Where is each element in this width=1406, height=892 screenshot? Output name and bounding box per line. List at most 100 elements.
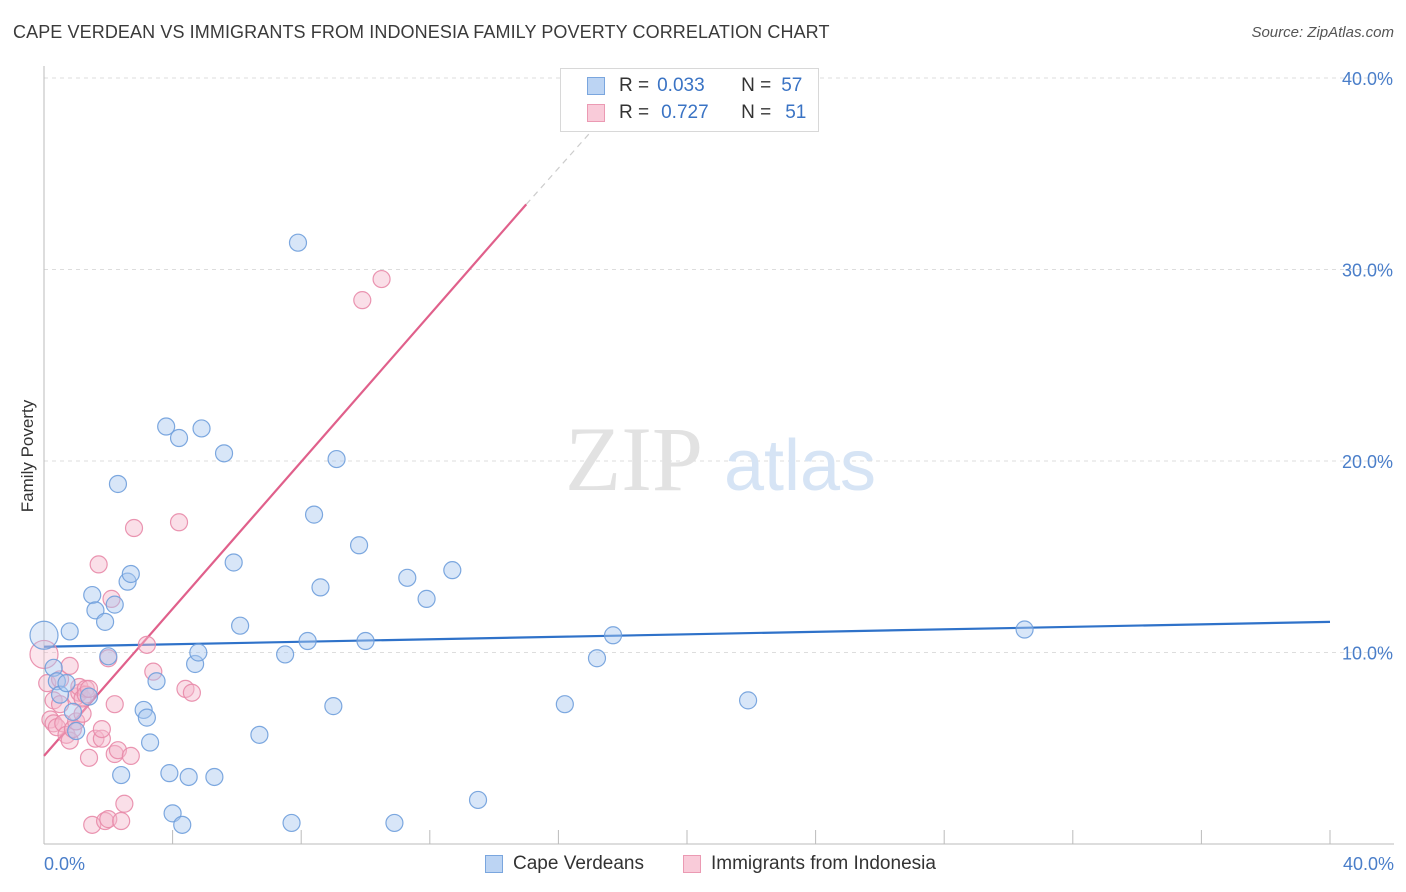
cape-verdean-point-12 [99,647,118,666]
cape-verdean-point-1 [44,658,63,677]
cape-verdean-point-53 [603,626,623,645]
cape-verdean-point-50 [468,790,488,810]
source-label: Source: ZipAtlas.com [1251,24,1394,41]
cape-verdean-point-33 [224,553,243,572]
cape-verdean-point-21 [147,672,166,691]
cape-verdean-point-38 [288,233,308,252]
cape-verdean-point-43 [327,449,346,469]
cape-verdean-point-26 [173,815,192,834]
cape-verdean-point-34 [231,616,250,635]
cape-verdean-point-3 [50,685,70,704]
grid-lines [44,77,1394,653]
cape-verdean-point-46 [385,813,404,833]
indonesia-point-31 [102,589,121,608]
legend-r-label: R = [619,102,650,123]
y-tick-labels: 10.0% 20.0% 30.0% 40.0% [1342,69,1393,664]
legend-row-cape-verdeans: R = 0.033 N = 57 [587,75,802,97]
bottom-legend-cape-verdeans: Cape Verdeans [485,852,644,876]
legend-n-label: N = [741,75,772,96]
cape-verdean-point-20 [140,733,160,752]
cape-verdean-point-37 [282,813,301,833]
cape-verdean-point-9 [83,585,102,605]
y-tick-label-20: 20.0% [1342,452,1393,472]
cape-verdean-point-28 [186,654,205,674]
indonesia-point-40 [144,662,163,681]
indonesia-point-26 [92,729,111,748]
cape-verdean-point-15 [112,765,131,785]
cape-verdean-point-4 [57,674,76,693]
indonesia-point-41 [169,513,189,532]
indonesia-point-24 [86,729,105,748]
cape-verdean-point-44 [349,536,369,555]
cape-verdean-point-47 [398,568,417,587]
y-tick-label-30: 30.0% [1342,261,1393,281]
cape-verdean-point-35 [250,725,269,744]
indonesia-point-45 [372,269,391,289]
cape-verdean-point-30 [192,419,211,438]
legend-n-value: 57 [781,75,803,96]
indonesia-point-43 [182,683,201,702]
cape-verdean-point-11 [95,612,115,631]
watermark-zip: ZIP [565,408,703,510]
legend-r-value: 0.033 [657,75,705,96]
legend-r-value: 0.727 [661,102,709,123]
bottom-legend-swatch-blue [485,855,503,873]
indonesia-point-35 [112,811,131,831]
cape-verdean-point-7 [67,721,86,741]
cape-verdean-point-14 [108,474,128,494]
legend-n-value: 51 [785,102,807,123]
cape-verdean-point-48 [417,589,436,608]
bottom-legend-label-cape-verdeans: Cape Verdeans [513,853,644,874]
indonesia-point-44 [353,291,372,310]
indonesia-point-11 [60,656,79,676]
cape-verdean-point-23 [160,764,179,783]
cape-verdean-point-42 [324,697,343,716]
chart-title: CAPE VERDEAN VS IMMIGRANTS FROM INDONESI… [13,22,830,42]
cape-verdean-point-49 [443,561,462,580]
indonesia-point-21 [79,679,99,698]
cape-verdean-point-39 [298,631,317,651]
cape-verdean-point-32 [214,444,234,463]
cape-verdean-point-5 [60,622,79,641]
cape-verdean-point-0 [29,620,59,650]
indonesia-point-27 [92,719,111,739]
watermark-atlas: atlas [724,426,876,506]
y-tick-label-10: 10.0% [1342,644,1393,664]
indonesia-point-37 [121,746,140,766]
x-tick-label-max: 40.0% [1343,854,1394,874]
cape-verdean-point-31 [205,767,224,787]
cape-verdean-point-27 [179,767,198,787]
legend-swatch-pink [587,104,605,122]
cape-verdean-point-19 [137,708,156,727]
indonesia-point-32 [105,695,124,714]
cape-verdean-point-13 [105,595,124,614]
indonesia-point-36 [115,794,134,813]
bottom-legend-immigrants-indonesia: Immigrants from Indonesia [683,852,936,876]
cape-verdean-point-22 [157,417,176,436]
trend-line-cape-verdeans [43,620,1331,648]
indonesia-point-10 [60,731,79,750]
cape-verdean-point-51 [555,695,574,714]
indonesia-point-39 [137,635,156,654]
cape-verdean-point-25 [169,428,189,448]
axes [43,66,1394,845]
cape-verdean-point-52 [587,649,607,668]
legend-n-label: N = [741,102,772,123]
x-tick-marks [43,830,1331,844]
indonesia-point-22 [79,748,99,767]
cape-verdean-point-29 [189,643,208,662]
stats-legend: R = 0.033 N = 57 R = 0.727 N = 51 [560,68,819,132]
indonesia-point-25 [89,555,108,574]
cape-verdean-point-40 [304,505,324,524]
indonesia-point-28 [95,811,115,831]
legend-r-label: R = [619,75,650,96]
cape-verdean-point-17 [121,564,140,584]
indonesia-point-20 [76,685,95,704]
cape-verdean-point-45 [356,631,375,651]
cape-verdean-point-36 [276,645,295,664]
x-tick-labels: 0.0% 40.0% [44,854,1394,874]
y-tick-label-40: 40.0% [1342,69,1393,89]
points-cape-verdeans [29,233,1034,834]
cape-verdean-point-6 [63,702,83,721]
trend-line-immigrants-indonesia [43,203,528,757]
